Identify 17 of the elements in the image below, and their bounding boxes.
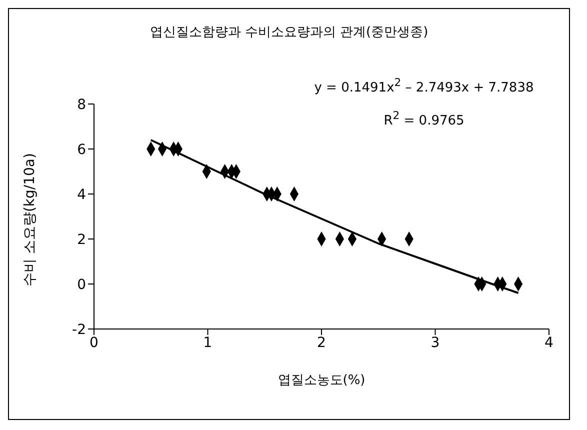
y-tick-label: 4 [77, 186, 86, 203]
y-tick-label: 0 [77, 276, 86, 293]
x-tick-label: 3 [430, 334, 440, 351]
x-axis-title: 엽질소농도(%) [278, 373, 366, 388]
x-tick-label: 4 [544, 334, 554, 351]
y-tick-label: 2 [77, 232, 86, 248]
x-tick-label: 0 [90, 334, 98, 351]
annotation: R$^{2}$ = 0.9765 [382, 108, 466, 131]
y-tick-label: 6 [77, 142, 86, 158]
y-axis-title: 수비 소요량(kg/10a) [22, 153, 38, 286]
y-tick-label: -2 [72, 322, 86, 338]
chart-title: 엽신질소함량과 수비소요량과의 관계(중만생종) [148, 24, 430, 41]
line-series [150, 139, 520, 294]
text: y = 0.1491x$^{2}$ – 2.7493x + 7.7838 [313, 75, 535, 98]
y-tick-label: 8 [77, 96, 86, 113]
x-tick-label: 2 [317, 334, 326, 351]
x-tick-label: 1 [203, 334, 212, 351]
